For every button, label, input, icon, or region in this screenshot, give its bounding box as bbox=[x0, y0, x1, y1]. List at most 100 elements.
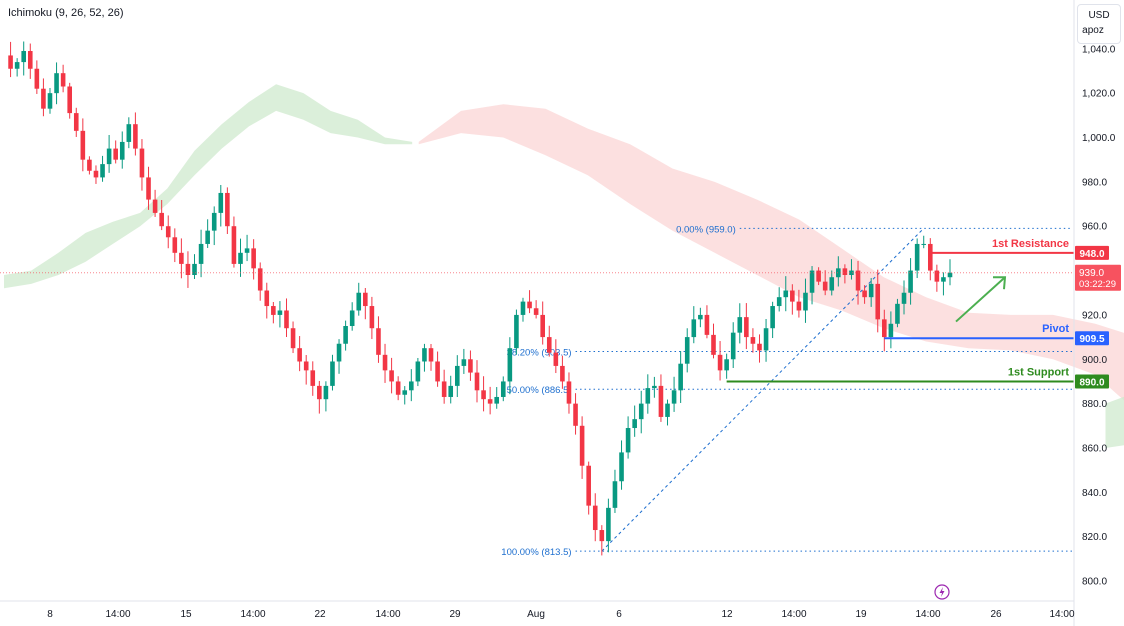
candle bbox=[198, 229, 204, 278]
candle-body bbox=[822, 281, 828, 291]
candle bbox=[192, 254, 197, 279]
candle bbox=[238, 238, 243, 277]
price-axis[interactable]: 800.0820.0840.0860.0880.0900.0920.0940.0… bbox=[1082, 44, 1116, 587]
support-label: 1st Support bbox=[1008, 366, 1069, 378]
candle bbox=[783, 276, 789, 312]
candle-body bbox=[619, 452, 624, 482]
candle bbox=[487, 386, 493, 415]
candle-body bbox=[520, 301, 526, 315]
price-levels: 1st Resistance Pivot 1st Support bbox=[0, 238, 1074, 383]
candle-body bbox=[586, 465, 591, 506]
candle bbox=[290, 321, 296, 354]
candle bbox=[520, 297, 526, 322]
candle-body bbox=[895, 303, 900, 324]
candle-body bbox=[251, 248, 256, 269]
candle-body bbox=[875, 283, 881, 320]
candle-body bbox=[809, 270, 815, 293]
candle bbox=[139, 139, 145, 191]
candle-body bbox=[179, 252, 184, 264]
indicator-legend[interactable]: Ichimoku (9, 26, 52, 26) bbox=[8, 7, 124, 19]
candle-body bbox=[573, 403, 578, 426]
candle-body bbox=[652, 385, 657, 389]
candle bbox=[914, 238, 920, 279]
candle bbox=[428, 343, 434, 371]
candle-body bbox=[409, 381, 414, 391]
candle bbox=[671, 376, 677, 412]
candle bbox=[658, 374, 664, 422]
candle-body bbox=[60, 73, 66, 87]
candle bbox=[698, 307, 703, 328]
candle bbox=[415, 357, 421, 387]
candle bbox=[770, 301, 775, 339]
candle-body bbox=[730, 332, 736, 360]
candle-body bbox=[211, 212, 217, 231]
flash-icon[interactable] bbox=[934, 584, 950, 600]
candle bbox=[882, 309, 887, 352]
candle-body bbox=[441, 381, 447, 397]
candle bbox=[862, 285, 867, 304]
candle-body bbox=[507, 348, 513, 382]
candle-body bbox=[533, 308, 539, 315]
candle-body bbox=[888, 323, 894, 338]
y-tick-label: 920.0 bbox=[1082, 310, 1107, 321]
candle-body bbox=[218, 192, 224, 213]
candle-body bbox=[87, 159, 92, 171]
candle-body bbox=[816, 270, 821, 282]
resistance-label: 1st Resistance bbox=[992, 238, 1069, 250]
candle-body bbox=[750, 337, 756, 344]
candle-body bbox=[783, 290, 789, 298]
candle bbox=[225, 187, 230, 235]
pivot-price-tag-text: 909.5 bbox=[1079, 334, 1104, 345]
candle bbox=[402, 386, 408, 405]
currency-selector[interactable]: USD apoz bbox=[1077, 4, 1121, 44]
candle-body bbox=[836, 268, 841, 278]
candle-body bbox=[303, 361, 309, 371]
candle-body bbox=[514, 314, 519, 349]
candle bbox=[8, 41, 13, 78]
candle bbox=[152, 189, 158, 217]
candle bbox=[533, 300, 539, 319]
candle bbox=[422, 343, 427, 372]
candle bbox=[737, 303, 743, 344]
currency-label: USD bbox=[1088, 10, 1110, 21]
candle-body bbox=[560, 365, 565, 382]
y-tick-label: 840.0 bbox=[1082, 488, 1107, 499]
candle bbox=[179, 238, 184, 279]
candle-body bbox=[356, 292, 362, 311]
time-axis[interactable]: 8 14:00 15 14:00 22 14:00 29 Aug 6 12 14:00 19 14:00… bbox=[47, 609, 1075, 620]
candle-body bbox=[927, 243, 933, 271]
current-price-value: 939.0 bbox=[1079, 268, 1104, 279]
candle bbox=[330, 354, 335, 391]
candle-body bbox=[448, 385, 454, 397]
candle-body bbox=[119, 141, 125, 160]
candle-body bbox=[277, 310, 283, 315]
candle bbox=[67, 82, 72, 119]
candle bbox=[231, 216, 237, 268]
candle-body bbox=[494, 396, 500, 404]
candle-body bbox=[382, 354, 388, 371]
x-tick-label: 12 bbox=[721, 609, 733, 620]
candle-body bbox=[553, 352, 559, 366]
cloud-bearish bbox=[418, 104, 1124, 401]
candle-body bbox=[468, 359, 473, 373]
candle bbox=[652, 376, 657, 398]
candle-body bbox=[698, 314, 703, 320]
cloud-bullish bbox=[4, 84, 413, 289]
candle bbox=[34, 60, 40, 94]
candle-body bbox=[139, 148, 145, 178]
candle-body bbox=[638, 403, 644, 420]
fib-level-label: 38.20% (903.5) bbox=[507, 348, 572, 359]
candle bbox=[389, 357, 394, 394]
candle bbox=[619, 440, 624, 490]
candle-body bbox=[395, 381, 401, 395]
candle-body bbox=[159, 212, 164, 227]
candle-body bbox=[146, 177, 151, 200]
candle-body bbox=[849, 270, 854, 275]
candle bbox=[750, 328, 756, 353]
candle bbox=[855, 260, 861, 305]
candle bbox=[592, 493, 598, 542]
candle-body bbox=[422, 348, 427, 362]
candle bbox=[251, 239, 256, 280]
candle bbox=[310, 361, 316, 396]
